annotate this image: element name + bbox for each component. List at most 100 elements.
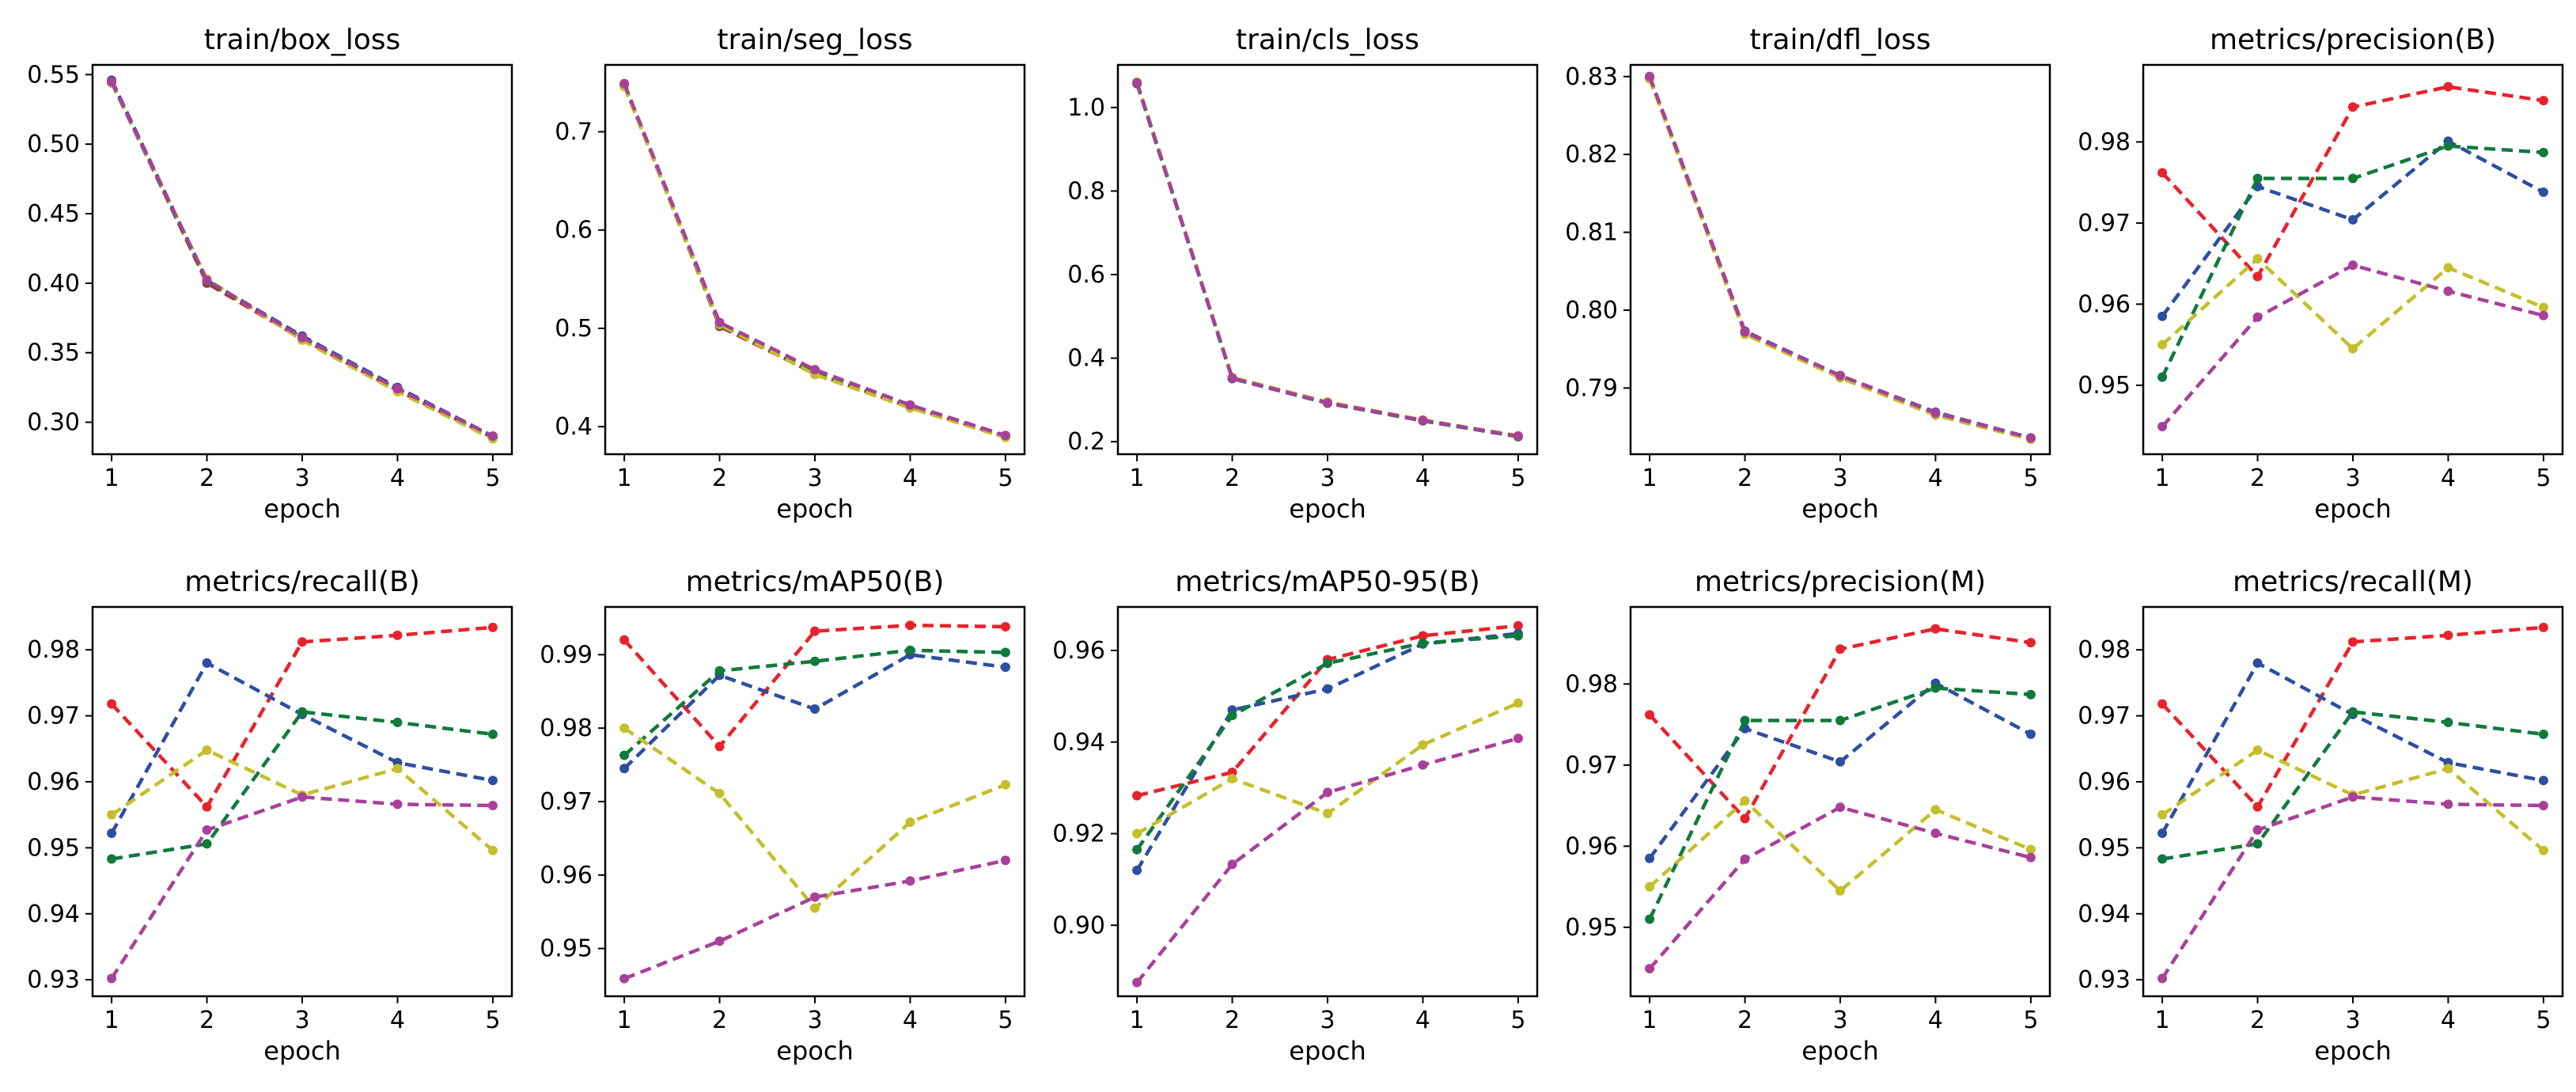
x-axis-label: epoch (776, 494, 853, 524)
data-point (2443, 764, 2453, 774)
data-point (2157, 339, 2168, 350)
x-tick-label: 4 (390, 1007, 405, 1034)
data-point (487, 775, 498, 786)
x-tick-label: 3 (807, 1007, 822, 1034)
y-tick-label: 0.81 (1565, 219, 1618, 247)
data-point (2538, 845, 2548, 855)
data-point (297, 707, 307, 717)
y-tick-label: 0.99 (540, 641, 593, 669)
data-point (1227, 373, 1237, 383)
x-axis-label: epoch (776, 1036, 853, 1066)
x-tick-label: 1 (2155, 1007, 2170, 1034)
plot-frame (604, 63, 1026, 456)
x-tick-label: 2 (2250, 1007, 2265, 1034)
plot-frame (91, 63, 513, 456)
series-run-purple (1132, 78, 1523, 442)
plot-frame (1116, 63, 1539, 456)
y-tick-label: 0.96 (540, 862, 593, 889)
chart-metrics-recall-b: metrics/recall(B) 1 2 3 4 5 epoch 0.93 0.94 0.95 0… (27, 566, 513, 1066)
data-point (2443, 263, 2453, 273)
data-point (2348, 260, 2358, 271)
x-tick-label: 4 (390, 464, 405, 492)
data-point (202, 658, 212, 668)
x-axis-label: epoch (263, 494, 340, 524)
x-tick-label: 1 (104, 1007, 119, 1034)
data-point (2157, 168, 2168, 178)
y-tick-label: 0.98 (2078, 636, 2131, 664)
data-point (810, 365, 820, 375)
series-line (622, 85, 1006, 438)
data-point (1930, 805, 1941, 815)
plot-frame (604, 605, 1026, 998)
x-tick-label: 2 (2250, 464, 2265, 492)
data-point (2538, 622, 2548, 632)
data-point (714, 665, 725, 676)
data-point (2538, 775, 2548, 786)
series-run-red (107, 77, 498, 442)
data-point (1740, 715, 1750, 726)
series-run-green (2157, 141, 2548, 382)
data-point (619, 78, 630, 89)
data-point (1132, 865, 1142, 875)
data-point (1323, 658, 1332, 669)
series-run-blue (2157, 658, 2548, 839)
series-run-purple (2157, 260, 2548, 432)
y-tick-label: 0.98 (1565, 670, 1618, 698)
data-point (2157, 699, 2168, 709)
y-tick-label: 0.30 (27, 409, 80, 437)
chart-metrics-recall-m: metrics/recall(M) 1 2 3 4 5 epoch 0.93 0.94 0.95 0… (2078, 566, 2564, 1066)
x-tick-label: 2 (1737, 1007, 1752, 1034)
data-point (2252, 271, 2263, 282)
x-tick-label: 2 (1225, 464, 1240, 492)
x-tick-label: 1 (1130, 464, 1145, 492)
data-point (1513, 698, 1523, 708)
data-point (2025, 729, 2036, 739)
series-run-purple (619, 855, 1010, 984)
data-point (810, 626, 820, 636)
chart-title: metrics/recall(B) (184, 566, 420, 598)
x-tick-label: 4 (1415, 1007, 1430, 1034)
chart-title: train/dfl_loss (1750, 24, 1931, 56)
x-tick-label: 3 (807, 464, 822, 492)
y-tick-label: 0.93 (2078, 966, 2131, 994)
series-run-blue (107, 75, 498, 442)
data-point (1645, 914, 1655, 924)
plot-frame (2142, 63, 2564, 456)
y-tick-label: 1.0 (1067, 94, 1105, 122)
x-tick-label: 5 (485, 1007, 500, 1034)
data-point (2538, 310, 2548, 320)
x-tick-label: 2 (1737, 464, 1752, 492)
x-tick-label: 3 (294, 464, 309, 492)
x-tick-label: 3 (1832, 1007, 1847, 1034)
x-axis-label: epoch (2314, 1036, 2391, 1066)
data-point (392, 384, 403, 394)
data-point (1418, 415, 1428, 426)
x-tick-label: 3 (2345, 464, 2360, 492)
data-point (1000, 647, 1010, 658)
y-tick-label: 0.97 (2078, 703, 2131, 730)
x-tick-label: 1 (2155, 464, 2170, 492)
series-line (623, 726, 1006, 910)
series-run-green (1645, 683, 2036, 924)
data-point (1645, 710, 1655, 720)
chart-title: metrics/recall(M) (2233, 566, 2473, 598)
series-line (1647, 77, 2032, 441)
y-tick-label: 0.96 (27, 768, 80, 796)
data-point (714, 741, 725, 752)
series-run-red (1132, 78, 1523, 442)
data-point (2348, 102, 2358, 112)
data-point (2252, 825, 2263, 835)
x-tick-label: 4 (1928, 464, 1943, 492)
data-point (1418, 740, 1428, 750)
data-point (2157, 828, 2168, 839)
data-point (2538, 187, 2548, 197)
x-tick-label: 2 (1225, 1007, 1240, 1034)
y-tick-label: 0.4 (1067, 345, 1105, 373)
data-point (1227, 774, 1237, 784)
y-tick-label: 0.7 (555, 118, 593, 146)
data-point (2252, 173, 2263, 184)
data-point (1740, 795, 1750, 806)
series-line (110, 82, 494, 439)
data-point (619, 723, 630, 734)
chart-train-cls-loss: train/cls_loss 1 2 3 4 5 epoch 0.2 0.4 0.6 0.8 1.0 (1067, 24, 1539, 524)
